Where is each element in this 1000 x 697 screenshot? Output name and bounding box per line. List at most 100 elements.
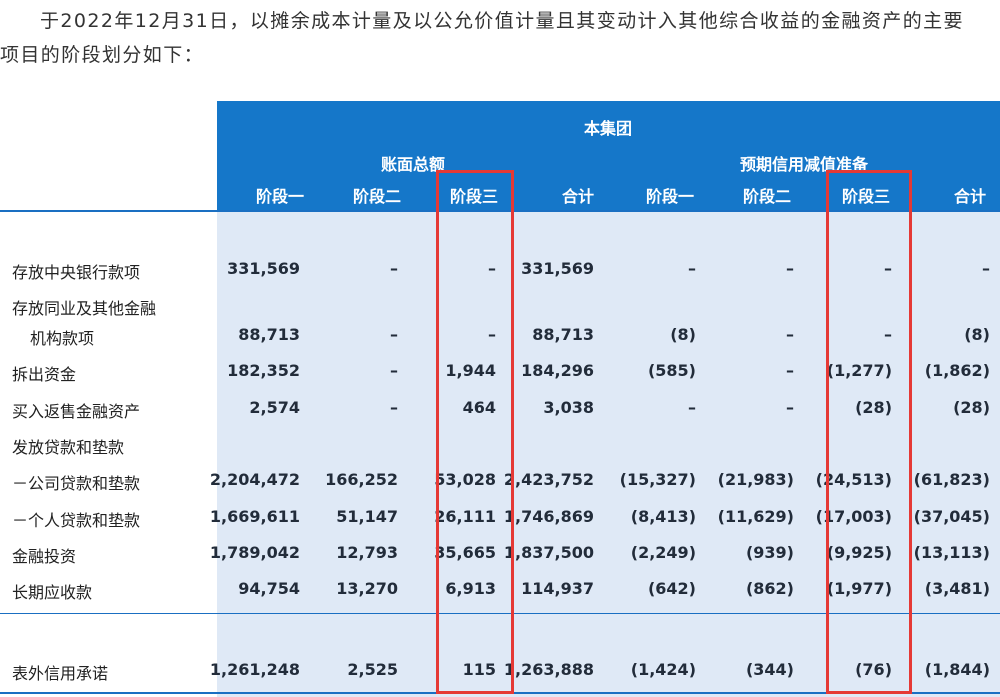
cell-gross-total: 1,837,500 bbox=[503, 543, 594, 562]
cell-gross-stage2: 12,793 bbox=[336, 543, 398, 562]
cell-gross-stage2: – bbox=[390, 325, 398, 344]
cell-gross-total: 1,746,869 bbox=[503, 507, 594, 526]
row-label: 存放中央银行款项 bbox=[12, 263, 141, 282]
cell-ecl-total: (3,481) bbox=[924, 579, 990, 598]
cell-ecl-stage3: (24,513) bbox=[815, 470, 892, 489]
cell-ecl-stage1: (8) bbox=[670, 325, 696, 344]
row-label: －个人贷款和垫款 bbox=[12, 511, 141, 530]
highlight-box-gross-stage3 bbox=[436, 170, 514, 694]
col-header-ecl-stage2: 阶段二 bbox=[743, 187, 792, 206]
cell-ecl-total: (37,045) bbox=[913, 507, 990, 526]
cell-ecl-total: (61,823) bbox=[913, 470, 990, 489]
cell-ecl-stage1: (8,413) bbox=[630, 507, 696, 526]
col-header-gross-stage1: 阶段一 bbox=[256, 187, 305, 206]
cell-gross-stage3: 35,665 bbox=[434, 543, 496, 562]
cell-gross-stage3: 6,913 bbox=[445, 579, 496, 598]
cell-gross-total: 3,038 bbox=[543, 398, 594, 417]
cell-ecl-stage1: – bbox=[688, 259, 696, 278]
table-header-background bbox=[217, 101, 1000, 211]
col-header-gross-total: 合计 bbox=[562, 187, 595, 206]
intro-line-1: 于2022年12月31日，以摊余成本计量及以公允价值计量且其变动计入其他综合收益… bbox=[40, 10, 964, 32]
cell-ecl-stage1: (642) bbox=[647, 579, 696, 598]
cell-gross-stage2: – bbox=[390, 398, 398, 417]
cell-ecl-stage2: – bbox=[786, 325, 794, 344]
cell-ecl-stage2: – bbox=[786, 259, 794, 278]
row-label: 表外信用承诺 bbox=[12, 664, 109, 683]
cell-ecl-stage1: – bbox=[688, 398, 696, 417]
cell-ecl-total: (8) bbox=[964, 325, 990, 344]
cell-gross-stage2: 2,525 bbox=[347, 660, 398, 679]
row-label: 存放同业及其他金融 bbox=[12, 299, 157, 318]
cell-gross-total: 114,937 bbox=[521, 579, 594, 598]
cell-gross-stage2: – bbox=[390, 259, 398, 278]
highlight-box-ecl-stage3 bbox=[826, 170, 912, 694]
cell-gross-stage1: 331,569 bbox=[227, 259, 300, 278]
cell-gross-stage3: – bbox=[488, 259, 496, 278]
row-label: 发放贷款和垫款 bbox=[12, 438, 125, 457]
cell-gross-stage3: 115 bbox=[462, 660, 496, 679]
cell-gross-stage1: 182,352 bbox=[227, 361, 300, 380]
group-title: 本集团 bbox=[584, 119, 633, 138]
cell-ecl-stage3: – bbox=[884, 259, 892, 278]
row-label: 机构款项 bbox=[30, 329, 95, 348]
cell-ecl-stage2: – bbox=[786, 361, 794, 380]
cell-gross-stage2: 13,270 bbox=[336, 579, 398, 598]
cell-gross-total: 184,296 bbox=[521, 361, 594, 380]
cell-ecl-stage3: (1,977) bbox=[826, 579, 892, 598]
cell-ecl-stage1: (2,249) bbox=[630, 543, 696, 562]
col-header-gross-stage3: 阶段三 bbox=[450, 187, 499, 206]
cell-gross-stage1: 88,713 bbox=[238, 325, 300, 344]
row-label: －公司贷款和垫款 bbox=[12, 474, 141, 493]
cell-ecl-stage3: (1,277) bbox=[826, 361, 892, 380]
cell-ecl-total: – bbox=[982, 259, 990, 278]
cell-ecl-stage3: (28) bbox=[855, 398, 892, 417]
cell-gross-stage1: 1,789,042 bbox=[209, 543, 300, 562]
cell-ecl-stage3: (17,003) bbox=[815, 507, 892, 526]
header-bottom-rule bbox=[0, 210, 1000, 212]
cell-ecl-stage3: – bbox=[884, 325, 892, 344]
intro-paragraph: 于2022年12月31日，以摊余成本计量及以公允价值计量且其变动计入其他综合收益… bbox=[0, 4, 1000, 72]
cell-gross-stage3: 26,111 bbox=[434, 507, 496, 526]
intro-line-2: 项目的阶段划分如下： bbox=[0, 44, 205, 66]
cell-ecl-stage1: (585) bbox=[647, 361, 696, 380]
cell-gross-stage3: 1,944 bbox=[445, 361, 496, 380]
cell-ecl-stage3: (9,925) bbox=[826, 543, 892, 562]
col-header-ecl-stage3: 阶段三 bbox=[842, 187, 891, 206]
cell-gross-stage3: – bbox=[488, 325, 496, 344]
col-header-ecl-total: 合计 bbox=[954, 187, 987, 206]
col-header-gross-stage2: 阶段二 bbox=[353, 187, 402, 206]
row-label: 长期应收款 bbox=[12, 583, 93, 602]
cell-gross-total: 331,569 bbox=[521, 259, 594, 278]
cell-gross-stage3: 53,028 bbox=[434, 470, 496, 489]
cell-gross-total: 88,713 bbox=[532, 325, 594, 344]
cell-gross-stage1: 1,261,248 bbox=[209, 660, 300, 679]
cell-gross-stage1: 2,204,472 bbox=[209, 470, 300, 489]
row-label: 金融投资 bbox=[12, 547, 77, 566]
cell-ecl-stage2: (344) bbox=[745, 660, 794, 679]
cell-ecl-total: (28) bbox=[953, 398, 990, 417]
cell-gross-stage2: 51,147 bbox=[336, 507, 398, 526]
cell-ecl-stage3: (76) bbox=[855, 660, 892, 679]
cell-gross-total: 1,263,888 bbox=[503, 660, 594, 679]
cell-ecl-stage1: (1,424) bbox=[630, 660, 696, 679]
cell-gross-stage1: 2,574 bbox=[249, 398, 300, 417]
cell-gross-stage2: – bbox=[390, 361, 398, 380]
cell-gross-total: 2,423,752 bbox=[503, 470, 594, 489]
off-balance-separator bbox=[0, 613, 1000, 614]
cell-ecl-stage2: – bbox=[786, 398, 794, 417]
row-label: 买入返售金融资产 bbox=[12, 402, 141, 421]
cell-ecl-stage2: (939) bbox=[745, 543, 794, 562]
cell-ecl-total: (1,844) bbox=[924, 660, 990, 679]
cell-gross-stage3: 464 bbox=[462, 398, 496, 417]
cell-ecl-stage2: (21,983) bbox=[717, 470, 794, 489]
cell-ecl-stage1: (15,327) bbox=[619, 470, 696, 489]
cell-ecl-stage2: (862) bbox=[745, 579, 794, 598]
gross-amount-title: 账面总额 bbox=[381, 155, 446, 174]
cell-gross-stage1: 94,754 bbox=[238, 579, 300, 598]
cell-ecl-stage2: (11,629) bbox=[717, 507, 794, 526]
cell-ecl-total: (1,862) bbox=[924, 361, 990, 380]
cell-ecl-total: (13,113) bbox=[913, 543, 990, 562]
cell-gross-stage1: 1,669,611 bbox=[209, 507, 300, 526]
cell-gross-stage2: 166,252 bbox=[325, 470, 398, 489]
table-body-background bbox=[217, 212, 1000, 697]
